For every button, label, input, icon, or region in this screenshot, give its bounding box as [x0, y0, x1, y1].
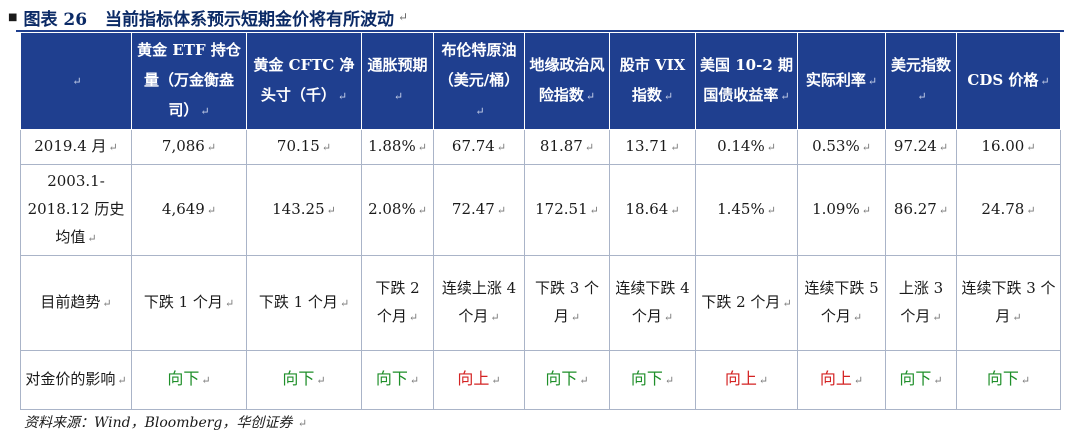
impact-cell: 向下 ↵: [885, 350, 957, 410]
table-row: 2003.1-2018.12 历史均值 ↵ 4,649 ↵ 143.25 ↵ 2.08…: [20, 164, 1061, 256]
table-cell: 13.71 ↵: [609, 129, 696, 165]
table-cell: 86.27 ↵: [885, 164, 957, 256]
row-label: 对金价的影响 ↵: [20, 350, 132, 410]
table-cell: 连续下跌 4 个月 ↵: [609, 255, 696, 351]
title-rule: [16, 30, 1064, 32]
table-cell: 18.64 ↵: [609, 164, 696, 256]
table-cell: 下跌 2 个月 ↵: [361, 255, 434, 351]
table-cell: 连续下跌 5 个月 ↵: [797, 255, 886, 351]
table-cell: 1.09% ↵: [797, 164, 886, 256]
table-cell: 下跌 3 个月 ↵: [524, 255, 610, 351]
table-cell: 172.51 ↵: [524, 164, 610, 256]
impact-cell: 向下 ↵: [361, 350, 434, 410]
header-cell-usd-index: 美元指数↵: [885, 32, 957, 130]
row-label: 目前趋势 ↵: [20, 255, 132, 351]
bullet-icon: ■: [8, 11, 18, 23]
header-cell-cds: CDS 价格 ↵: [956, 32, 1061, 130]
table-cell: 下跌 1 个月 ↵: [246, 255, 362, 351]
table-cell: 16.00 ↵: [956, 129, 1061, 165]
table-row: 2019.4 月 ↵ 7,086 ↵ 70.15 ↵ 1.88% ↵ 67.74 ↵ 81…: [20, 129, 1061, 165]
header-cell-0: ↵: [20, 32, 132, 130]
paragraph-mark-icon: ↵: [398, 10, 409, 24]
impact-cell: 向下 ↵: [131, 350, 247, 410]
header-row: ↵ 黄金 ETF 持仓量（万金衡盎司） ↵ 黄金 CFTC 净头寸（千） ↵ 通胀预…: [20, 32, 1061, 130]
table-cell: 1.45% ↵: [695, 164, 798, 256]
source-note: 资料来源：Wind，Bloomberg，华创证券 ↵: [24, 415, 308, 431]
table-cell: 143.25 ↵: [246, 164, 362, 256]
table-cell: 70.15 ↵: [246, 129, 362, 165]
header-cell-cftc: 黄金 CFTC 净头寸（千） ↵: [246, 32, 362, 130]
header-cell-yield-spread: 美国 10-2 期国债收益率 ↵: [695, 32, 798, 130]
figure-title: 当前指标体系预示短期金价将有所波动: [105, 9, 395, 30]
table-cell: 上涨 3 个月 ↵: [885, 255, 957, 351]
header-cell-real-rate: 实际利率 ↵: [797, 32, 886, 130]
figure-label: 图表 26: [23, 9, 88, 30]
header-cell-vix: 股市 VIX 指数 ↵: [609, 32, 696, 130]
figure-title-row: ■ 图表 26 当前指标体系预示短期金价将有所波动 ↵: [8, 4, 1060, 30]
impact-cell: 向下 ↵: [524, 350, 610, 410]
impact-cell: 向下 ↵: [609, 350, 696, 410]
table-cell: 连续上涨 4 个月 ↵: [433, 255, 525, 351]
impact-cell: 向上 ↵: [433, 350, 525, 410]
table-cell: 下跌 2 个月 ↵: [695, 255, 798, 351]
header-cell-etf: 黄金 ETF 持仓量（万金衡盎司） ↵: [131, 32, 247, 130]
header-cell-inflation: 通胀预期↵: [361, 32, 434, 130]
header-cell-geopolitical: 地缘政治风险指数 ↵: [524, 32, 610, 130]
row-label: 2003.1-2018.12 历史均值 ↵: [20, 164, 132, 256]
table-cell: 连续下跌 3 个月 ↵: [956, 255, 1061, 351]
impact-cell: 向下 ↵: [246, 350, 362, 410]
header-cell-brent: 布伦特原油（美元/桶）↵: [433, 32, 525, 130]
table-cell: 97.24 ↵: [885, 129, 957, 165]
table-cell: 72.47 ↵: [433, 164, 525, 256]
table-cell: 下跌 1 个月 ↵: [131, 255, 247, 351]
table-cell: 67.74 ↵: [433, 129, 525, 165]
table-row: 对金价的影响 ↵ 向下 ↵ 向下 ↵ 向下 ↵ 向上 ↵ 向下 ↵ 向下 ↵ 向上 ↵ 向上 ↵ …: [20, 350, 1061, 410]
table-cell: 0.14% ↵: [695, 129, 798, 165]
impact-cell: 向下 ↵: [956, 350, 1061, 410]
table-cell: 81.87 ↵: [524, 129, 610, 165]
indicator-table: ↵ 黄金 ETF 持仓量（万金衡盎司） ↵ 黄金 CFTC 净头寸（千） ↵ 通胀预…: [20, 32, 1061, 410]
table-cell: 7,086 ↵: [131, 129, 247, 165]
impact-cell: 向上 ↵: [797, 350, 886, 410]
table-cell: 4,649 ↵: [131, 164, 247, 256]
impact-cell: 向上 ↵: [695, 350, 798, 410]
table-cell: 0.53% ↵: [797, 129, 886, 165]
table-cell: 2.08% ↵: [361, 164, 434, 256]
table-cell: 24.78 ↵: [956, 164, 1061, 256]
table-cell: 1.88% ↵: [361, 129, 434, 165]
row-label: 2019.4 月 ↵: [20, 129, 132, 165]
table-row: 目前趋势 ↵ 下跌 1 个月 ↵ 下跌 1 个月 ↵ 下跌 2 个月 ↵ 连续上涨 4 …: [20, 255, 1061, 351]
